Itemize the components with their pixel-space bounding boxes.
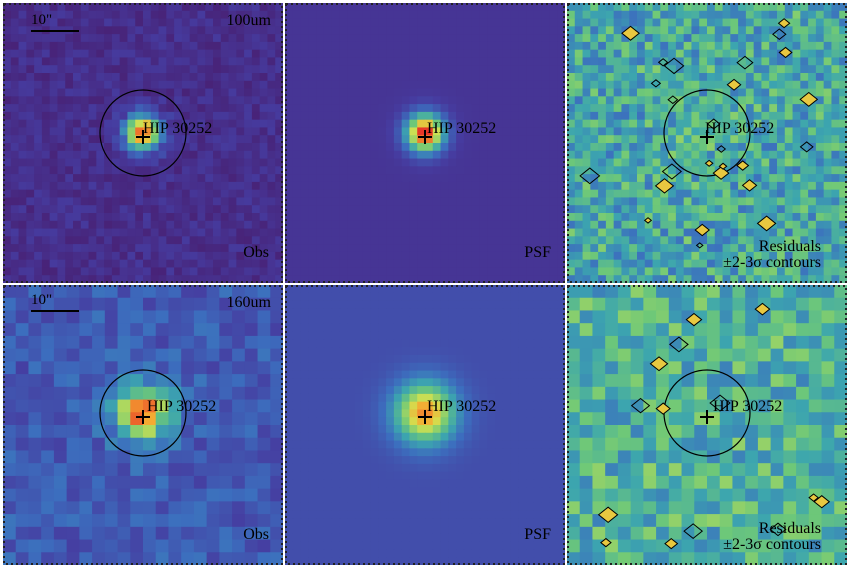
scale-bar: 10": [31, 293, 79, 312]
panel-kind-label: Residuals: [758, 238, 821, 255]
scale-bar-label: 10": [31, 12, 53, 28]
residuals-100um-map: [567, 3, 847, 283]
band-label: 100um: [226, 12, 271, 29]
target-label: HIP 30252: [713, 398, 783, 415]
panel-160um-psf: HIP 30252 PSF: [285, 285, 565, 565]
panel-100um-psf: HIP 30252 PSF: [285, 3, 565, 283]
scale-bar-label: 10": [31, 292, 53, 308]
target-label: HIP 30252: [427, 120, 497, 137]
panel-100um-residuals: HIP 30252 Residuals ±2-3σ contours: [567, 3, 847, 283]
panel-160um-residuals: HIP 30252 Residuals ±2-3σ contours: [567, 285, 847, 565]
scale-bar-line: [31, 310, 79, 312]
panel-100um-obs: 10" 100um HIP 30252 Obs: [3, 3, 283, 283]
panel-kind-label: Obs: [243, 244, 269, 261]
psf-100um-map: [285, 3, 565, 283]
target-label: HIP 30252: [147, 398, 217, 415]
residuals-160um-map: [567, 285, 847, 565]
panel-kind-label: Residuals: [758, 520, 821, 537]
band-label: 160um: [226, 294, 271, 311]
panel-kind-label: Obs: [243, 526, 269, 543]
obs-160um-map: [3, 285, 283, 565]
target-label: HIP 30252: [143, 120, 213, 137]
panel-kind-label: PSF: [524, 526, 551, 543]
scale-bar: 10": [31, 13, 79, 32]
panel-160um-obs: 10" 160um HIP 30252 Obs: [3, 285, 283, 565]
obs-100um-map: [3, 3, 283, 283]
psf-160um-map: [285, 285, 565, 565]
target-label: HIP 30252: [427, 398, 497, 415]
panel-kind-sublabel: ±2-3σ contours: [723, 536, 821, 553]
target-label: HIP 30252: [705, 120, 775, 137]
panel-kind-label: PSF: [524, 244, 551, 261]
scale-bar-line: [31, 30, 79, 32]
panel-kind-sublabel: ±2-3σ contours: [723, 254, 821, 271]
